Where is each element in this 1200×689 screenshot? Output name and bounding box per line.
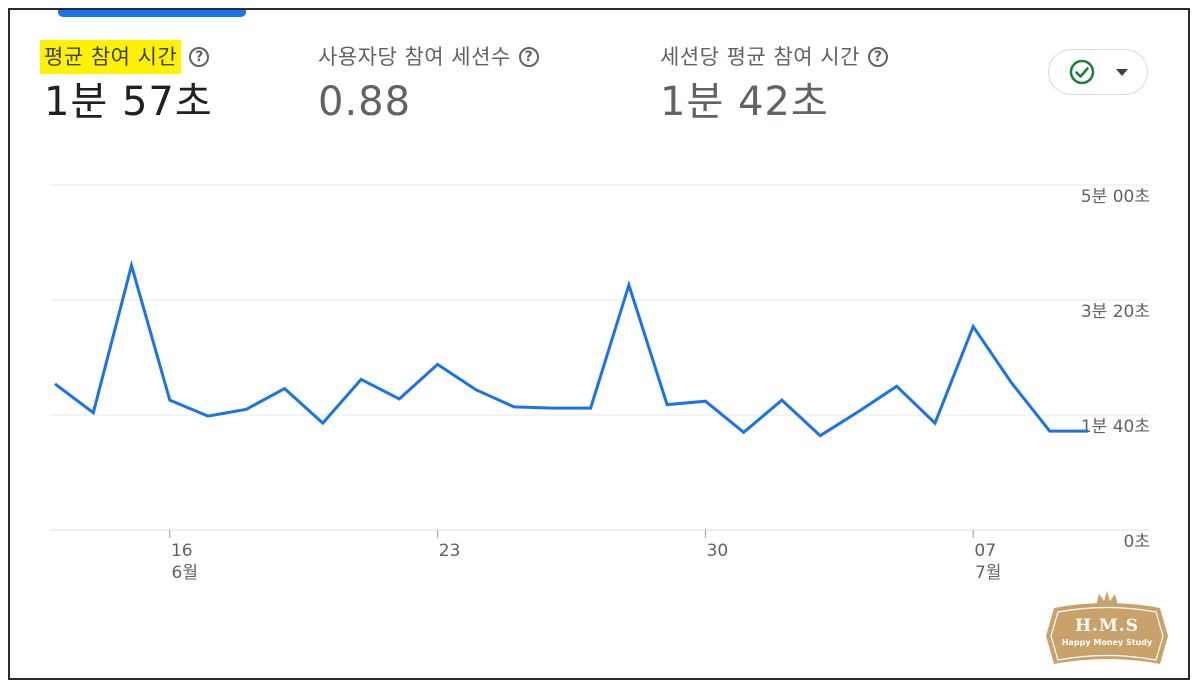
data-point xyxy=(474,388,477,391)
data-point xyxy=(704,400,707,403)
data-point xyxy=(972,325,975,328)
data-point xyxy=(1010,381,1013,384)
selected-tab-indicator xyxy=(58,10,246,17)
data-point xyxy=(54,382,57,385)
data-point xyxy=(513,405,516,408)
metric-value: 1분 57초 xyxy=(44,79,213,125)
metric-avg-engagement-per-session[interactable]: 세션당 평균 참여 시간 ? 1분 42초 xyxy=(660,40,888,126)
metric-value: 0.88 xyxy=(318,79,412,125)
data-point xyxy=(283,387,286,390)
x-tick-label: 23 xyxy=(439,541,461,561)
y-tick-label: 0초 xyxy=(1124,532,1150,552)
y-tick-label: 5분 00초 xyxy=(1081,187,1150,207)
data-point xyxy=(895,385,898,388)
x-tick-month-label: 6월 xyxy=(172,563,198,583)
y-tick-label: 3분 20초 xyxy=(1081,302,1150,322)
metric-label: 세션당 평균 참여 시간 xyxy=(660,45,860,69)
data-point xyxy=(780,399,783,402)
data-point xyxy=(627,284,630,287)
series-line xyxy=(54,259,1088,438)
metric-label: 평균 참여 시간 xyxy=(40,40,182,74)
caret-down-icon xyxy=(1116,68,1128,76)
y-tick-label: 1분 40초 xyxy=(1081,417,1150,437)
data-point xyxy=(551,407,554,410)
data-point xyxy=(1048,430,1051,433)
x-tick-label: 16 xyxy=(171,541,193,561)
metric-value: 1분 42초 xyxy=(660,79,829,125)
compare-dropdown-button[interactable] xyxy=(1048,49,1148,95)
data-point xyxy=(321,422,324,425)
data-point xyxy=(360,378,363,381)
data-point xyxy=(168,399,171,402)
x-tick-label: 30 xyxy=(707,541,729,561)
data-point xyxy=(1087,430,1090,433)
metric-sessions-per-user[interactable]: 사용자당 참여 세션수 ? 0.88 xyxy=(318,40,539,126)
data-point xyxy=(666,403,669,406)
crown-badge-icon xyxy=(1046,591,1168,664)
help-icon[interactable]: ? xyxy=(867,47,888,67)
data-point xyxy=(819,434,822,437)
watermark-title: H.M.S xyxy=(1075,616,1139,636)
help-icon[interactable]: ? xyxy=(189,47,210,67)
metric-avg-engagement-time[interactable]: 평균 참여 시간 ? 1분 57초 xyxy=(40,40,213,126)
metric-label: 사용자당 참여 세션수 xyxy=(318,45,511,69)
data-point xyxy=(589,407,592,410)
data-point xyxy=(245,408,248,411)
data-point xyxy=(92,411,95,414)
x-tick-month-label: 7월 xyxy=(975,563,1001,583)
help-icon[interactable]: ? xyxy=(518,47,539,67)
data-point xyxy=(933,422,936,425)
check-circle-icon xyxy=(1069,59,1095,85)
x-tick-label: 07 xyxy=(974,541,996,561)
hms-watermark-logo: H.M.S Happy Money Study xyxy=(1044,588,1170,666)
watermark-subtitle: Happy Money Study xyxy=(1061,638,1153,647)
chart-card xyxy=(8,8,1190,680)
data-point xyxy=(207,415,210,418)
data-point xyxy=(742,431,745,434)
data-point xyxy=(857,410,860,413)
data-point xyxy=(130,264,133,267)
data-point xyxy=(398,397,401,400)
data-point xyxy=(436,363,439,366)
